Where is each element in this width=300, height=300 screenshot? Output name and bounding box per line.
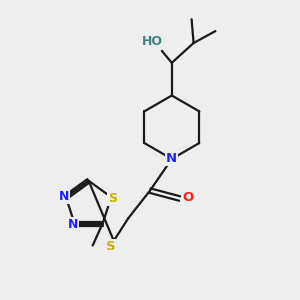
Text: HO: HO bbox=[142, 34, 163, 47]
Text: N: N bbox=[59, 190, 69, 203]
Text: S: S bbox=[108, 192, 117, 205]
Text: N: N bbox=[166, 152, 177, 165]
Text: O: O bbox=[182, 191, 193, 204]
Text: N: N bbox=[68, 218, 78, 231]
Text: S: S bbox=[106, 240, 115, 253]
